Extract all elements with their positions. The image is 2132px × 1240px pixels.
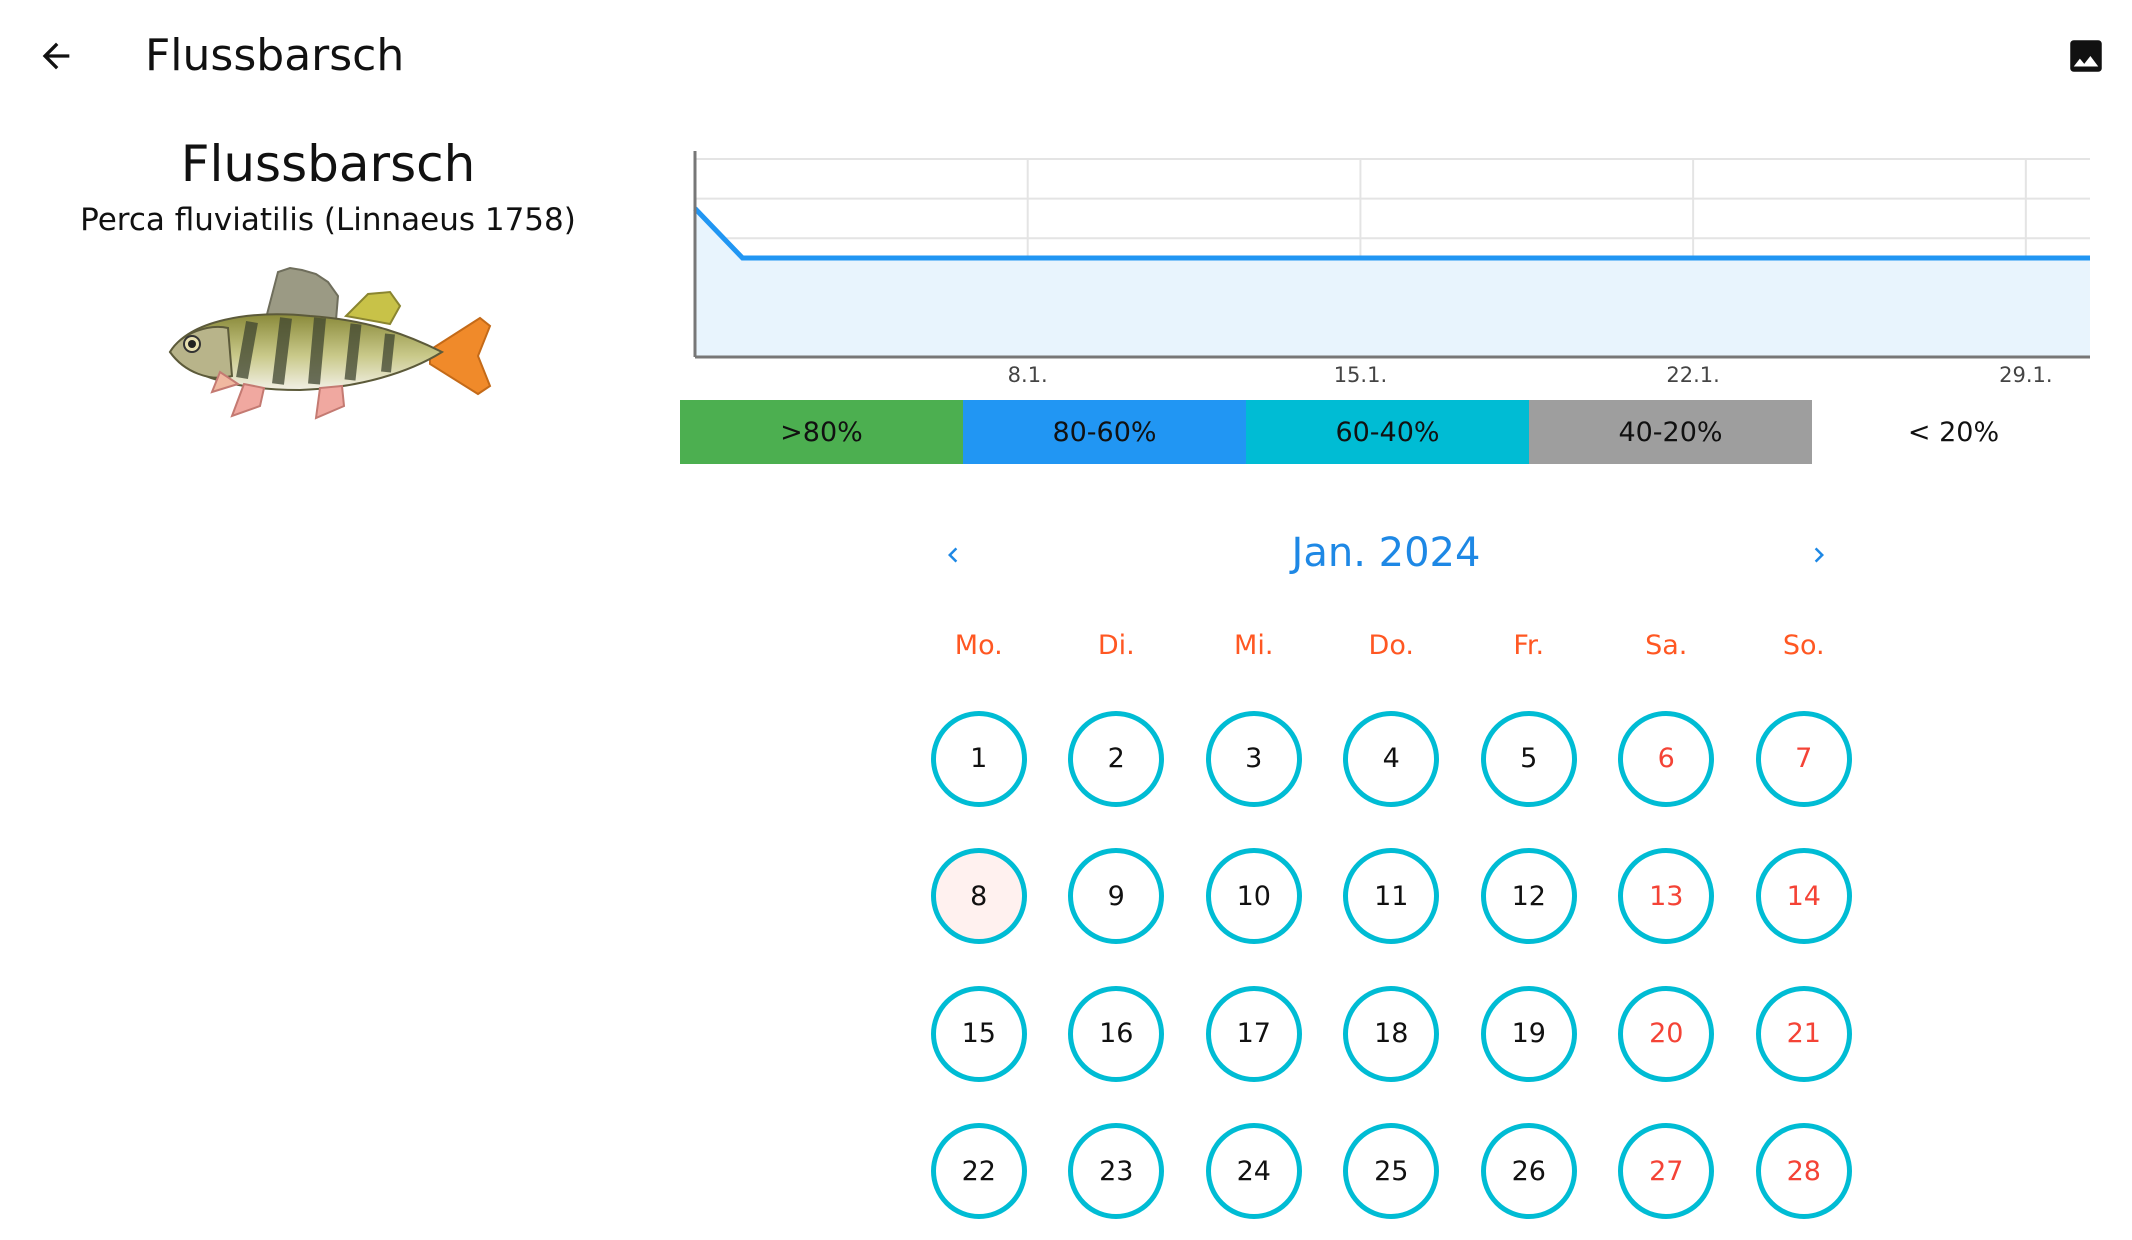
calendar-day-17[interactable]: 17 xyxy=(1206,986,1302,1082)
calendar-day-7[interactable]: 7 xyxy=(1756,711,1852,807)
chart-series-line xyxy=(695,209,2090,259)
calendar-day-6[interactable]: 6 xyxy=(1618,711,1714,807)
calendar-day-cell: 20 xyxy=(1598,965,1736,1103)
previous-month-button[interactable] xyxy=(928,525,978,585)
calendar-day-11[interactable]: 11 xyxy=(1343,848,1439,944)
arrow-back-icon xyxy=(36,36,76,76)
calendar-day-24[interactable]: 24 xyxy=(1206,1123,1302,1219)
calendar-day-10[interactable]: 10 xyxy=(1206,848,1302,944)
calendar-day-cell: 23 xyxy=(1048,1103,1186,1240)
calendar-day-21[interactable]: 21 xyxy=(1756,986,1852,1082)
calendar-day-cell: 3 xyxy=(1185,690,1323,828)
weekday-label: Di. xyxy=(1048,630,1186,661)
calendar-day-cell: 28 xyxy=(1735,1103,1873,1240)
calendar-day-13[interactable]: 13 xyxy=(1618,848,1714,944)
legend-segment: 60-40% xyxy=(1246,400,1529,464)
calendar-day-cell: 6 xyxy=(1598,690,1736,828)
calendar-day-14[interactable]: 14 xyxy=(1756,848,1852,944)
chart-tick-label: 22.1. xyxy=(1666,363,1719,387)
calendar-day-20[interactable]: 20 xyxy=(1618,986,1714,1082)
weekday-label: So. xyxy=(1735,630,1873,661)
calendar-day-9[interactable]: 9 xyxy=(1068,848,1164,944)
legend-segment: >80% xyxy=(680,400,963,464)
legend-segment: 40-20% xyxy=(1529,400,1812,464)
activity-chart: 8.1. 15.1. 22.1. 29.1. xyxy=(685,145,2090,390)
back-button[interactable] xyxy=(20,22,92,90)
app-title: Flussbarsch xyxy=(145,30,404,81)
calendar-day-cell: 27 xyxy=(1598,1103,1736,1240)
legend-bar: >80%80-60%60-40%40-20%< 20% xyxy=(680,400,2095,464)
species-name: Flussbarsch xyxy=(0,135,656,193)
calendar-month-title: Jan. 2024 xyxy=(1186,530,1586,576)
legend-segment: 80-60% xyxy=(963,400,1246,464)
weekday-label: Sa. xyxy=(1598,630,1736,661)
perch-fish-illustration xyxy=(160,260,500,430)
calendar-day-cell: 21 xyxy=(1735,965,1873,1103)
chart-tick-label: 15.1. xyxy=(1334,363,1387,387)
chart-tick-label: 8.1. xyxy=(1008,363,1048,387)
calendar-day-27[interactable]: 27 xyxy=(1618,1123,1714,1219)
calendar-day-22[interactable]: 22 xyxy=(931,1123,1027,1219)
image-icon xyxy=(2065,35,2107,77)
calendar-day-cell: 17 xyxy=(1185,965,1323,1103)
chart-tick-label: 29.1. xyxy=(1999,363,2052,387)
next-month-button[interactable] xyxy=(1794,525,1844,585)
calendar-day-cell: 5 xyxy=(1460,690,1598,828)
calendar-day-12[interactable]: 12 xyxy=(1481,848,1577,944)
calendar-day-15[interactable]: 15 xyxy=(931,986,1027,1082)
calendar-day-cell: 15 xyxy=(910,965,1048,1103)
calendar-day-cell: 2 xyxy=(1048,690,1186,828)
weekday-label: Do. xyxy=(1323,630,1461,661)
calendar-day-3[interactable]: 3 xyxy=(1206,711,1302,807)
calendar-day-cell: 24 xyxy=(1185,1103,1323,1240)
weekday-header: Mo.Di.Mi.Do.Fr.Sa.So. xyxy=(910,630,1873,661)
calendar-day-2[interactable]: 2 xyxy=(1068,711,1164,807)
calendar-day-1[interactable]: 1 xyxy=(931,711,1027,807)
calendar-day-16[interactable]: 16 xyxy=(1068,986,1164,1082)
calendar-day-cell: 14 xyxy=(1735,828,1873,966)
calendar-day-26[interactable]: 26 xyxy=(1481,1123,1577,1219)
calendar-day-cell: 11 xyxy=(1323,828,1461,966)
weekday-label: Mi. xyxy=(1185,630,1323,661)
calendar-day-19[interactable]: 19 xyxy=(1481,986,1577,1082)
calendar-day-cell: 4 xyxy=(1323,690,1461,828)
calendar-day-cell: 8 xyxy=(910,828,1048,966)
species-scientific-name: Perca fluviatilis (Linnaeus 1758) xyxy=(0,202,656,238)
calendar-day-25[interactable]: 25 xyxy=(1343,1123,1439,1219)
calendar-day-cell: 16 xyxy=(1048,965,1186,1103)
calendar-day-cell: 7 xyxy=(1735,690,1873,828)
app-bar: Flussbarsch xyxy=(0,0,2132,112)
calendar-day-8[interactable]: 8 xyxy=(931,848,1027,944)
calendar-day-cell: 1 xyxy=(910,690,1048,828)
chevron-right-icon xyxy=(1804,540,1834,570)
weekday-label: Mo. xyxy=(910,630,1048,661)
calendar-day-4[interactable]: 4 xyxy=(1343,711,1439,807)
calendar-day-cell: 9 xyxy=(1048,828,1186,966)
calendar-day-cell: 26 xyxy=(1460,1103,1598,1240)
calendar-day-cell: 13 xyxy=(1598,828,1736,966)
weekday-label: Fr. xyxy=(1460,630,1598,661)
calendar-day-28[interactable]: 28 xyxy=(1756,1123,1852,1219)
chevron-left-icon xyxy=(938,540,968,570)
calendar-day-cell: 18 xyxy=(1323,965,1461,1103)
calendar-day-cell: 12 xyxy=(1460,828,1598,966)
calendar-day-23[interactable]: 23 xyxy=(1068,1123,1164,1219)
calendar-day-5[interactable]: 5 xyxy=(1481,711,1577,807)
calendar-day-cell: 25 xyxy=(1323,1103,1461,1240)
calendar-day-18[interactable]: 18 xyxy=(1343,986,1439,1082)
calendar-day-cell: 22 xyxy=(910,1103,1048,1240)
chart-area-fill xyxy=(695,209,2090,358)
calendar-day-cell: 10 xyxy=(1185,828,1323,966)
calendar-day-cell: 19 xyxy=(1460,965,1598,1103)
image-button[interactable] xyxy=(2060,28,2112,84)
legend-segment: < 20% xyxy=(1812,400,2095,464)
